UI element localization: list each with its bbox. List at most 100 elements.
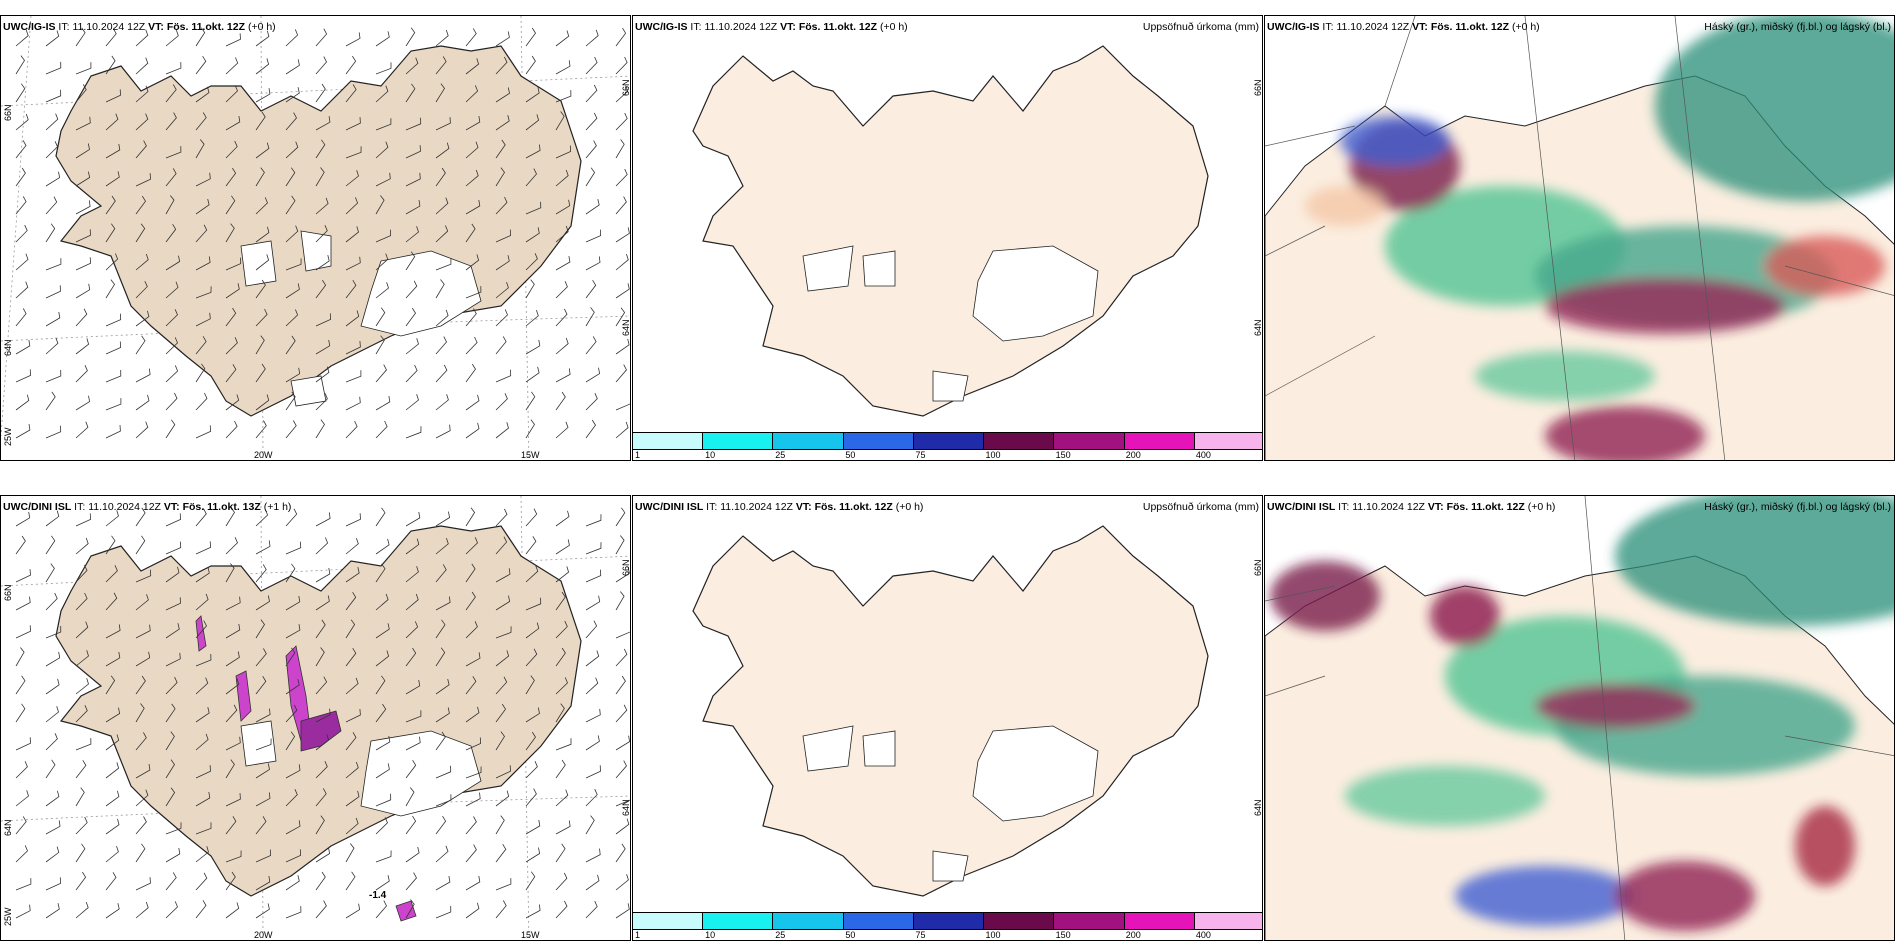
wind-barb: [375, 650, 390, 667]
panel-title: Uppsöfnuð úrkoma (mm): [1142, 21, 1259, 33]
wind-barb: [615, 364, 627, 383]
wind-barb: [195, 256, 211, 271]
wind-barb: [15, 55, 25, 75]
wind-barb: [495, 229, 512, 243]
wind-barb: [585, 874, 600, 891]
wind-barb: [495, 167, 505, 187]
wind-barb: [525, 819, 541, 835]
wind-barb: [195, 139, 205, 159]
wind-barb: [555, 620, 568, 639]
wind-barb: [615, 507, 626, 527]
wind-barb: [525, 731, 536, 751]
wind-barb: [75, 592, 88, 611]
wind-barb: [345, 677, 359, 695]
wind-barb: [435, 678, 450, 695]
wind-barb: [585, 815, 595, 835]
wind-barb: [585, 29, 599, 47]
wind-barb: [465, 902, 480, 919]
wind-barb: [15, 761, 28, 779]
wind-barb: [135, 764, 151, 779]
wind-barb: [45, 30, 60, 47]
wind-barb: [285, 849, 302, 863]
wind-barb: [555, 900, 568, 919]
wind-barb: [585, 367, 601, 383]
wind-barb: [495, 115, 510, 131]
wind-barb: [75, 650, 89, 667]
wind-barb: [255, 142, 270, 159]
wind-barb: [255, 738, 272, 751]
wind-barb: [555, 30, 570, 47]
wind-barb: [225, 704, 238, 723]
wind-barb: [435, 364, 448, 383]
wind-barb: [105, 89, 121, 103]
wind-barb: [345, 84, 357, 103]
wind-barb: [15, 816, 27, 835]
wind-barb: [615, 648, 628, 667]
colorbar-ticks: 1 10 25 50 75 100 150 200 400: [633, 930, 1262, 940]
wind-barb: [285, 195, 296, 215]
wind-barb: [225, 871, 236, 891]
wind-barb: [585, 708, 601, 723]
wind-barb: [465, 199, 481, 215]
wind-barb: [465, 141, 479, 159]
wind-barb: [435, 564, 447, 583]
wind-barb: [255, 564, 267, 583]
wind-barb: [165, 62, 182, 75]
wind-barb: [615, 903, 630, 919]
wind-barb: [75, 27, 86, 47]
wind-barb: [285, 309, 299, 327]
wind-barb: [15, 845, 28, 863]
wind-barb: [315, 708, 331, 723]
wind-barb: [195, 312, 211, 327]
wind-barb: [525, 707, 540, 723]
wind-barb: [615, 253, 629, 271]
wind-barb: [285, 59, 300, 75]
panel-header: UWC/DINI ISL IT: 11.10.2024 12Z VT: Fös.…: [1267, 501, 1556, 513]
wind-barb: [45, 337, 59, 355]
wind-barb: [345, 279, 357, 299]
lat-label: 66N: [3, 584, 13, 601]
wind-barb: [555, 225, 569, 243]
wind-barb: [195, 593, 209, 611]
wind-barb: [165, 365, 179, 383]
wind-barb: [495, 765, 511, 779]
colorbar-tick: 75: [915, 930, 926, 940]
wind-barb: [195, 846, 209, 863]
wind-barb: [165, 731, 175, 751]
wind-barb: [525, 508, 538, 527]
wind-barb: [195, 172, 211, 187]
wind-barb: [345, 117, 361, 131]
wind-barb: [465, 507, 476, 527]
wind-barb: [555, 368, 571, 383]
wind-barb: [495, 393, 508, 411]
wind-barb: [255, 792, 271, 807]
wind-barb: [375, 507, 386, 527]
wind-barb: [615, 338, 630, 355]
wind-barb: [75, 513, 92, 527]
wind-barb: [45, 311, 61, 327]
wind-barb: [75, 365, 88, 383]
wind-barb: [525, 391, 536, 411]
wind-barb: [285, 647, 296, 667]
wind-barb: [255, 816, 267, 835]
wind-barb: [45, 563, 55, 583]
wind-barb: [285, 541, 302, 555]
wind-barb: [135, 675, 146, 695]
wind-barb: [465, 223, 476, 243]
iceland-land: [692, 45, 1209, 417]
wind-barb: [345, 170, 359, 187]
wind-barb: [285, 595, 301, 611]
wind-barb: [285, 258, 302, 271]
wind-barb: [165, 392, 178, 411]
colorbar-tick: 100: [985, 450, 1001, 460]
wind-barb: [315, 197, 329, 215]
wind-barb: [165, 623, 180, 639]
wind-barb: [435, 167, 446, 187]
wind-barb: [615, 675, 626, 695]
wind-barb: [555, 820, 571, 835]
wind-barb: [585, 199, 600, 215]
wind-barb: [135, 57, 149, 75]
wind-barb: [15, 29, 29, 47]
wind-barb: [225, 902, 240, 919]
wind-barb: [15, 596, 31, 611]
